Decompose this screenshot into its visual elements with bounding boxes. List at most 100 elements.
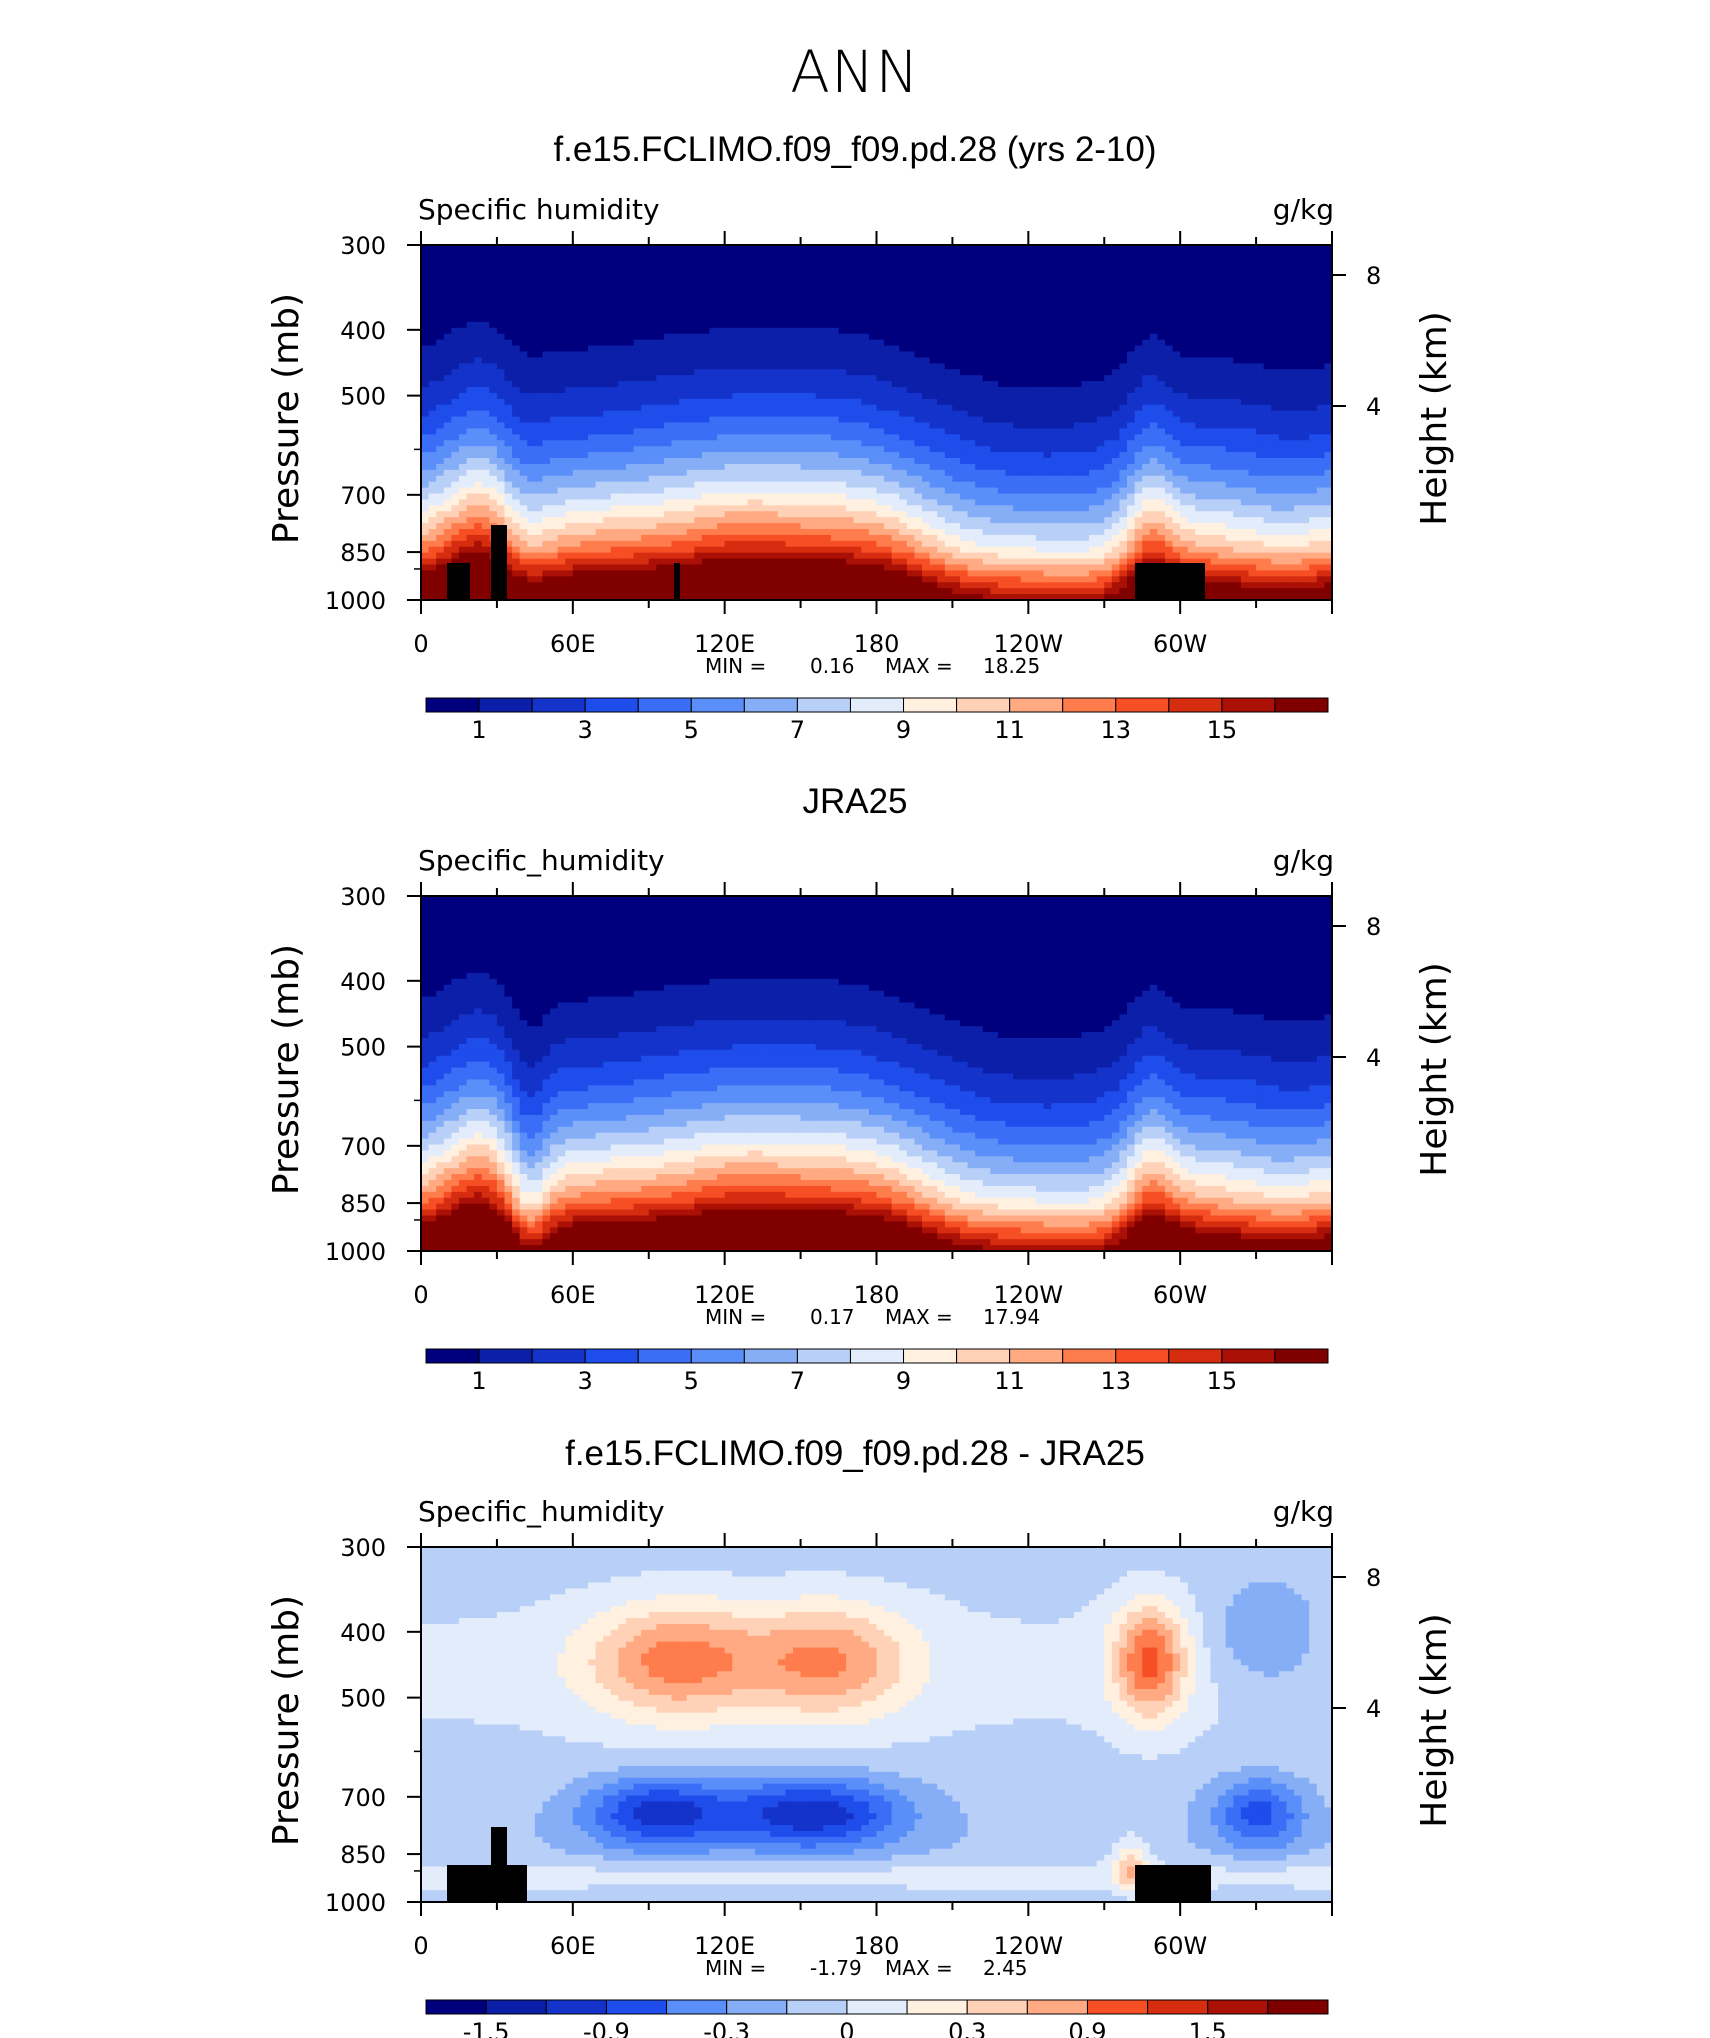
- field-cell: [421, 257, 429, 264]
- field-cell: [785, 434, 793, 441]
- field-cell: [421, 357, 429, 364]
- field-cell: [861, 434, 869, 441]
- field-cell: [558, 346, 566, 353]
- field-cell: [945, 346, 953, 353]
- field-cell: [603, 517, 611, 524]
- field-cell: [634, 582, 642, 589]
- field-cell: [1036, 488, 1044, 495]
- field-cell: [968, 428, 976, 435]
- field-cell: [520, 251, 528, 258]
- field-cell: [482, 428, 490, 435]
- field-cell: [694, 298, 702, 305]
- field-cell: [588, 357, 596, 364]
- field-cell: [626, 440, 634, 447]
- field-cell: [611, 281, 619, 288]
- field-cell: [527, 553, 535, 560]
- field-cell: [542, 529, 550, 536]
- field-cell: [1028, 316, 1036, 323]
- field-cell: [1051, 257, 1059, 264]
- field-cell: [770, 298, 778, 305]
- field-cell: [945, 310, 953, 317]
- field-cell: [763, 352, 771, 359]
- field-cell: [596, 286, 604, 293]
- field-cell: [998, 286, 1006, 293]
- field-cell: [801, 423, 809, 430]
- field-cell: [1036, 535, 1044, 542]
- field-cell: [527, 458, 535, 465]
- field-cell: [884, 281, 892, 288]
- field-cell: [664, 511, 672, 518]
- field-cell: [816, 488, 824, 495]
- field-cell: [801, 476, 809, 483]
- field-cell: [505, 464, 513, 471]
- field-cell: [725, 316, 733, 323]
- field-cell: [429, 476, 437, 483]
- field-cell: [717, 576, 725, 583]
- field-cell: [937, 488, 945, 495]
- field-cell: [998, 588, 1006, 595]
- field-cell: [968, 565, 976, 572]
- field-cell: [998, 559, 1006, 566]
- field-cell: [763, 535, 771, 542]
- field-cell: [565, 517, 573, 524]
- field-cell: [922, 381, 930, 388]
- field-cell: [505, 275, 513, 282]
- field-cell: [778, 387, 786, 394]
- field-cell: [527, 535, 535, 542]
- field-cell: [656, 452, 664, 459]
- field-cell: [618, 423, 626, 430]
- field-cell: [436, 310, 444, 317]
- field-cell: [550, 440, 558, 447]
- field-cell: [884, 494, 892, 501]
- field-cell: [922, 340, 930, 347]
- field-cell: [914, 488, 922, 495]
- field-cell: [1006, 446, 1014, 453]
- field-cell: [937, 434, 945, 441]
- field-cell: [892, 310, 900, 317]
- field-cell: [512, 340, 520, 347]
- field-cell: [717, 470, 725, 477]
- field-cell: [596, 458, 604, 465]
- field-cell: [611, 535, 619, 542]
- field-cell: [467, 369, 475, 376]
- field-cell: [1044, 363, 1052, 370]
- field-cell: [884, 535, 892, 542]
- field-cell: [467, 292, 475, 299]
- field-cell: [641, 464, 649, 471]
- field-cell: [558, 434, 566, 441]
- field-cell: [694, 458, 702, 465]
- field-cell: [702, 582, 710, 589]
- field-cell: [1044, 340, 1052, 347]
- field-cell: [505, 387, 513, 394]
- field-cell: [451, 434, 459, 441]
- field-cell: [542, 281, 550, 288]
- field-cell: [512, 523, 520, 530]
- field-cell: [603, 275, 611, 282]
- field-cell: [672, 529, 680, 536]
- field-cell: [990, 369, 998, 376]
- field-cell: [558, 381, 566, 388]
- field-cell: [1051, 281, 1059, 288]
- field-cell: [634, 316, 642, 323]
- field-cell: [846, 582, 854, 589]
- field-cell: [869, 511, 877, 518]
- field-cell: [952, 369, 960, 376]
- field-cell: [930, 257, 938, 264]
- field-cell: [907, 529, 915, 536]
- field-cell: [679, 588, 687, 595]
- field-cell: [626, 328, 634, 335]
- field-cell: [1051, 310, 1059, 317]
- field-cell: [626, 499, 634, 506]
- field-cell: [694, 281, 702, 288]
- field-cell: [520, 470, 528, 477]
- field-cell: [763, 517, 771, 524]
- field-cell: [877, 511, 885, 518]
- field-cell: [785, 535, 793, 542]
- field-cell: [937, 417, 945, 424]
- field-cell: [793, 458, 801, 465]
- field-cell: [823, 316, 831, 323]
- field-cell: [823, 393, 831, 400]
- field-cell: [679, 499, 687, 506]
- field-cell: [998, 476, 1006, 483]
- field-cell: [656, 499, 664, 506]
